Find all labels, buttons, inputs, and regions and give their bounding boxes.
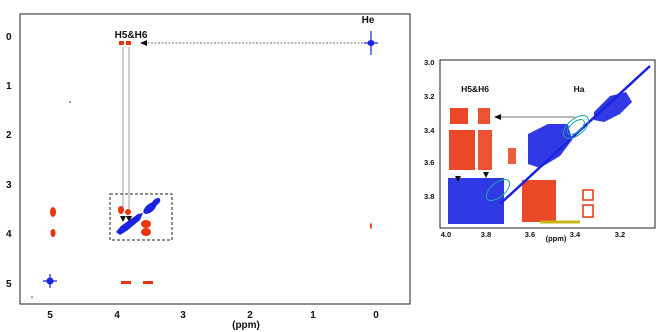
inset-y-tick-label: 3.4: [424, 126, 435, 135]
diagonal-peak: [448, 178, 504, 224]
contour-ring: [562, 115, 590, 139]
cross-peak: [143, 281, 153, 284]
h5-arrow-head: [120, 216, 126, 222]
main-y-axis-ticks: 0 1 2 3 4 5: [6, 32, 12, 290]
cross-peak: [450, 108, 468, 124]
main-x-tick-label: 0: [373, 310, 379, 321]
diagonal-peak: [46, 277, 54, 285]
inset-x-tick-label: 3.8: [481, 230, 491, 239]
cross-peak: [370, 223, 372, 229]
inset-x-axis-label: (ppm): [546, 234, 567, 243]
annotation-ha: Ha: [574, 84, 585, 94]
annotation-h5-h6: H5&H6: [115, 30, 148, 41]
inset-x-tick-label: 3.4: [570, 230, 581, 239]
cross-peak: [125, 209, 131, 215]
main-x-tick-label: 5: [47, 310, 53, 321]
cross-peak: [121, 281, 131, 284]
diagonal-peak-h5-h6: [116, 213, 143, 235]
cross-peak: [141, 228, 151, 236]
inset-x-axis-ticks: 4.0 3.8 3.6 3.4 3.2: [441, 230, 625, 239]
diagonal-peak: [151, 198, 161, 206]
main-x-tick-label: 3: [180, 310, 186, 321]
zoom-region-box: [109, 193, 173, 241]
h6-arrow-head: [483, 172, 489, 178]
main-y-tick-label: 0: [6, 32, 12, 43]
diagonal-line: [499, 65, 651, 205]
inset-y-tick-label: 3.6: [424, 158, 434, 167]
annotation-h5-h6: H5&H6: [461, 84, 489, 94]
cross-peak: [478, 130, 492, 170]
main-x-axis-label: (ppm): [232, 320, 260, 331]
diagonal-peak: [528, 124, 572, 168]
cross-peak: [522, 180, 556, 222]
inset-y-tick-label: 3.2: [424, 92, 434, 101]
cross-peak: [118, 206, 124, 214]
cross-peak: [50, 229, 56, 237]
contour-ring: [485, 179, 511, 201]
inset-plot-frame: [439, 59, 656, 229]
h6-he-cross-peak: [126, 41, 131, 45]
noise-point: [31, 296, 33, 298]
annotation-he: He: [362, 15, 375, 26]
cross-peak: [582, 189, 594, 201]
main-x-tick-label: 1: [310, 310, 316, 321]
cross-peak: [50, 207, 56, 217]
inset-cross-peaks: [448, 65, 651, 224]
inset-x-tick-label: 3.2: [615, 230, 625, 239]
main-x-axis-ticks: 5 4 3 2 1 0: [47, 310, 379, 321]
cross-peak: [141, 220, 151, 228]
main-x-tick-label: 4: [114, 310, 120, 321]
inset-zoom-panel: 3.0 3.2 3.4 3.6 3.8 4.0 3.8 3.6 3.4 3.2 …: [424, 58, 656, 243]
cross-peak: [449, 130, 475, 170]
main-x-tick-label: 2: [247, 310, 253, 321]
main-plot-frame: [19, 13, 411, 305]
inset-x-tick-label: 3.6: [525, 230, 535, 239]
inset-y-tick-label: 3.0: [424, 58, 434, 67]
main-y-tick-label: 4: [6, 229, 12, 240]
diagonal-peak: [594, 92, 632, 122]
noise-point: [69, 101, 71, 103]
contour-ring: [567, 119, 585, 135]
inset-y-axis-ticks: 3.0 3.2 3.4 3.6 3.8: [424, 58, 435, 201]
main-y-tick-label: 2: [6, 130, 12, 141]
main-y-tick-label: 5: [6, 279, 12, 290]
h5-he-cross-peak: [119, 41, 124, 45]
main-cross-peaks: [31, 31, 378, 298]
h5-arrow-head: [455, 176, 461, 182]
main-spectrum-panel: 5 4 3 2 1 0 (ppm) 0 1 2 3 4 5: [6, 13, 411, 331]
cross-peak: [508, 148, 516, 164]
h6-arrow-head: [126, 216, 132, 222]
he-diagonal-peak: [367, 40, 375, 46]
cross-peak: [582, 204, 594, 218]
main-y-tick-label: 1: [6, 81, 12, 92]
cross-peak: [478, 108, 490, 124]
main-y-tick-label: 3: [6, 180, 12, 191]
ha-arrow-head: [494, 114, 501, 120]
inset-y-tick-label: 3.8: [424, 192, 434, 201]
inset-x-tick-label: 4.0: [441, 230, 451, 239]
he-arrow-head: [140, 40, 147, 46]
